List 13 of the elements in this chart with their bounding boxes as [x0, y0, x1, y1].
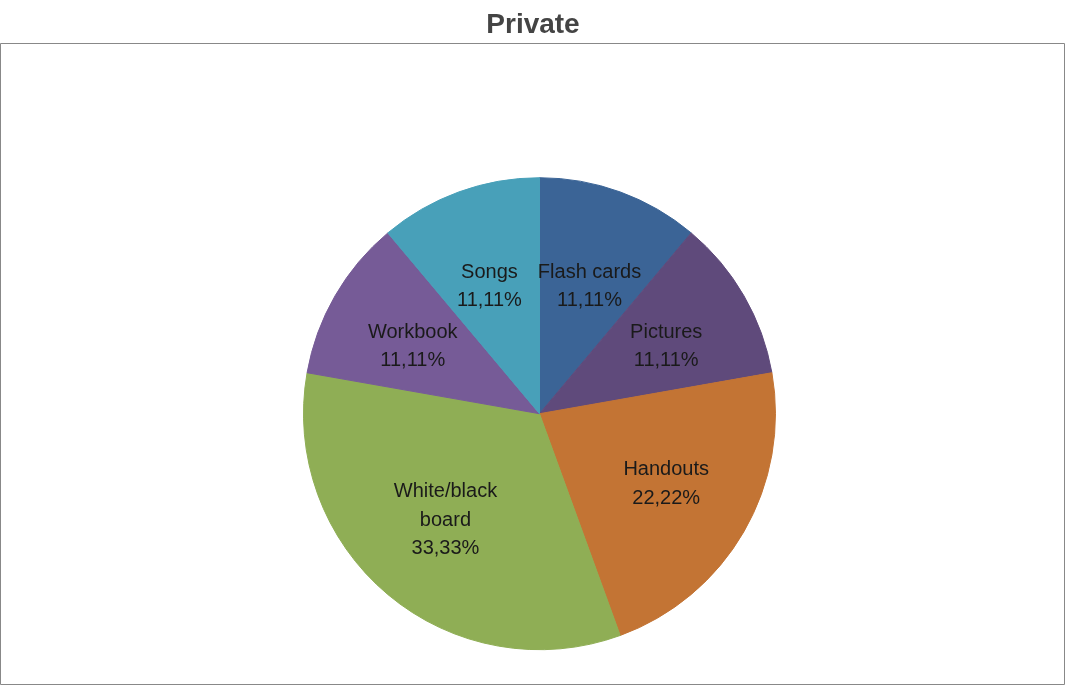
chart-title: Private	[486, 7, 580, 39]
data-label: 33,33%	[411, 536, 480, 559]
data-label: 11,11%	[380, 348, 446, 371]
slice-label: Workbook	[367, 319, 459, 342]
slice-label: Songs	[461, 259, 518, 282]
data-label: 22,22%	[632, 485, 701, 508]
data-label: 11,11%	[457, 288, 523, 311]
slice-label: Handouts	[623, 456, 710, 479]
data-label: 11,11%	[633, 348, 699, 371]
slice-label: Pictures	[630, 319, 703, 342]
slice-label: Flash cards	[537, 259, 642, 282]
data-label: 11,11%	[557, 288, 623, 311]
slice-label: White/black board	[393, 479, 499, 530]
